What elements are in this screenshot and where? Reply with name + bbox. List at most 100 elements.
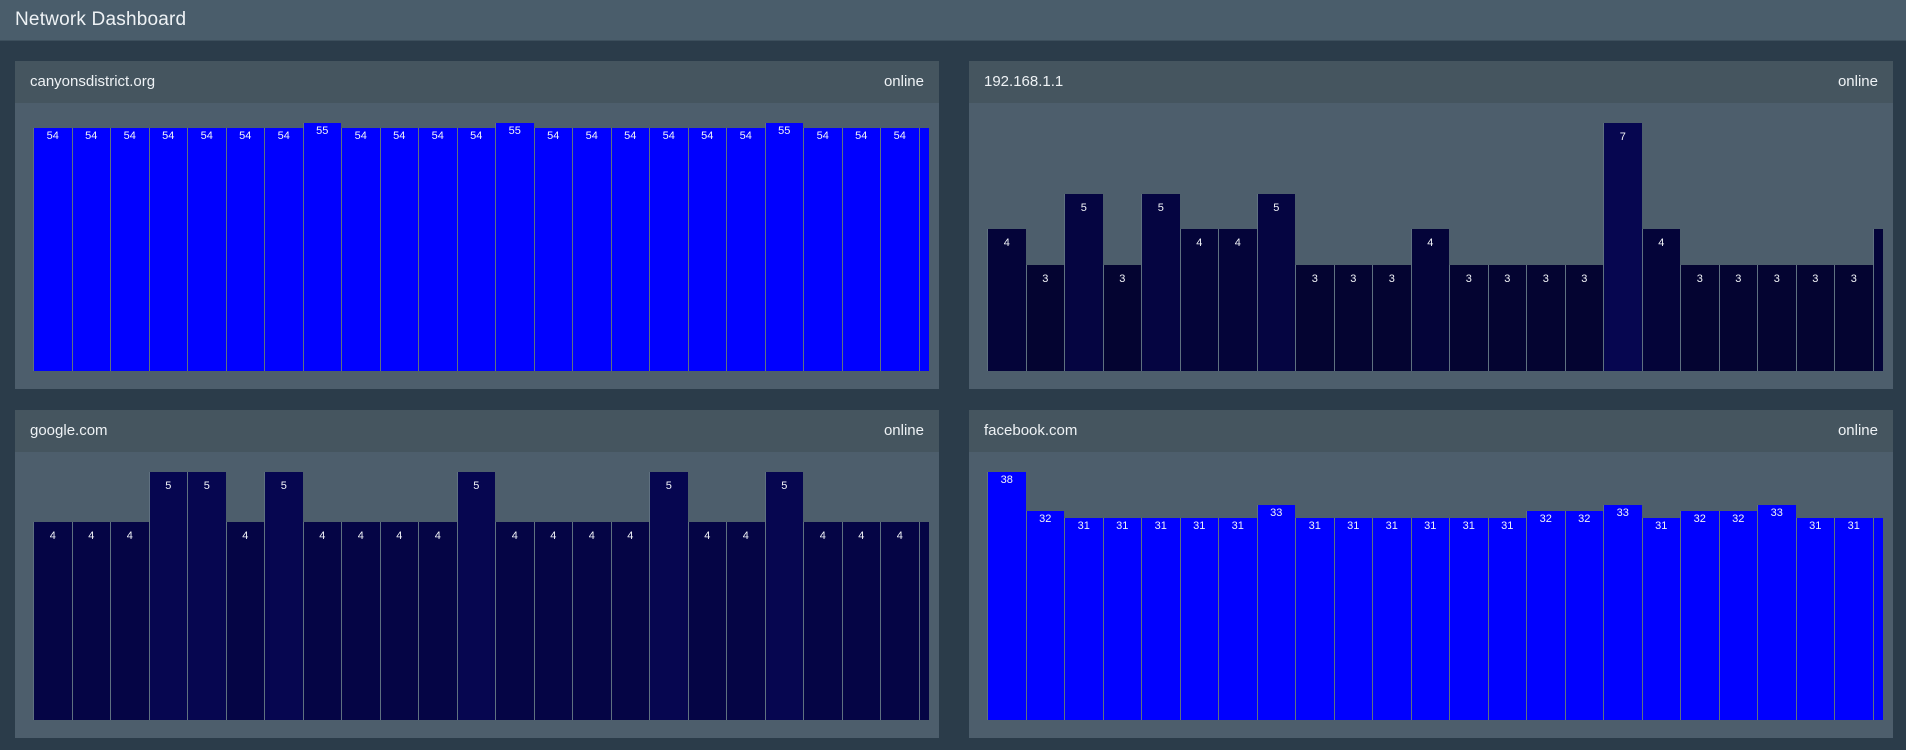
ping-bar-label: 4 — [242, 530, 249, 542]
ping-bar-label: 31 — [1154, 520, 1167, 532]
ping-bar-label: 5 — [665, 480, 672, 492]
ping-bar-label: 4 — [126, 530, 133, 542]
host-panel-router: 192.168.1.1 online 4 3 5 3 5 4 4 5 3 3 3 4 3 3 3 3 7 4 3 3 3… — [969, 61, 1893, 389]
ping-bar: 31 — [1102, 518, 1141, 720]
ping-bar-label: 54 — [46, 130, 59, 142]
ping-bar: 54 — [418, 128, 457, 371]
ping-bar: 31 — [1064, 518, 1103, 720]
ping-bar: 3 — [1795, 265, 1834, 371]
ping-bar: 55 — [495, 123, 534, 371]
ping-bar-label: 5 — [1273, 202, 1280, 214]
ping-bar: 31 — [1872, 518, 1883, 720]
ping-bar: 4 — [726, 522, 765, 720]
ping-bar: 32 — [1025, 511, 1064, 720]
ping-bar: 5 — [264, 472, 303, 720]
ping-bar: 54 — [225, 128, 264, 371]
ping-bar: 5 — [187, 472, 226, 720]
ping-bar: 4 — [225, 522, 264, 720]
ping-bar-label: 31 — [1193, 520, 1206, 532]
ping-bar: 3 — [1333, 265, 1372, 371]
ping-bar: 4 — [379, 522, 418, 720]
host-status: online — [1837, 422, 1878, 439]
ping-bar: 54 — [610, 128, 649, 371]
ping-bar-label: 33 — [1770, 507, 1783, 519]
ping-bar: 3 — [1487, 265, 1526, 371]
ping-bar-label: 4 — [357, 530, 364, 542]
ping-bar: 3 — [1680, 265, 1719, 371]
ping-bar: 54 — [803, 128, 842, 371]
ping-bar-label: 4 — [704, 530, 711, 542]
ping-bar: 4 — [33, 522, 72, 720]
ping-bar-label: 54 — [893, 130, 906, 142]
ping-bar: 54 — [264, 128, 303, 371]
ping-chart: 4 4 4 5 5 4 5 4 4 4 4 5 4 4 4 4 5 4 4 5 4 4 4 4 — [33, 466, 929, 720]
ping-bar: 31 — [1449, 518, 1488, 720]
ping-chart: 38 32 31 31 31 31 31 33 31 31 31 31 31 31 32 32 33 31 32 32… — [987, 466, 1883, 720]
ping-bar-label: 5 — [203, 480, 210, 492]
host-name: google.com — [30, 422, 108, 439]
ping-bar-label: 38 — [1000, 474, 1013, 486]
ping-bar-label: 54 — [585, 130, 598, 142]
ping-bar-label: 4 — [550, 530, 557, 542]
ping-bar: 3 — [1372, 265, 1411, 371]
ping-bar-label: 3 — [1465, 273, 1472, 285]
ping-bar-label: 4 — [742, 530, 749, 542]
ping-bar: 54 — [880, 128, 919, 371]
ping-bar: 31 — [1834, 518, 1873, 720]
ping-bar: 3 — [1449, 265, 1488, 371]
ping-bar: 31 — [1295, 518, 1334, 720]
ping-bar-label: 3 — [1388, 273, 1395, 285]
ping-bar-label: 5 — [1157, 202, 1164, 214]
ping-bar-label: 4 — [858, 530, 865, 542]
ping-bar: 54 — [33, 128, 72, 371]
ping-bar: 33 — [1603, 505, 1642, 720]
ping-bar: 32 — [1718, 511, 1757, 720]
ping-bar-label: 33 — [1616, 507, 1629, 519]
ping-bar-label: 31 — [1231, 520, 1244, 532]
ping-bar: 31 — [1179, 518, 1218, 720]
ping-bar-label: 54 — [354, 130, 367, 142]
ping-bar: 3 — [1834, 265, 1873, 371]
ping-bar-label: 31 — [1308, 520, 1321, 532]
ping-bar-label: 5 — [781, 480, 788, 492]
ping-bar-label: 4 — [920, 530, 930, 542]
ping-bar: 55 — [302, 123, 341, 371]
ping-bar-label: 54 — [162, 130, 175, 142]
panel-header: 192.168.1.1 online — [969, 61, 1893, 103]
ping-bar: 4 — [987, 229, 1026, 371]
ping-bar-label: 54 — [624, 130, 637, 142]
ping-chart: 54 54 54 54 54 54 54 55 54 54 54 54 55 54 54 54 54 54 54 55… — [33, 117, 929, 371]
ping-bar: 54 — [841, 128, 880, 371]
ping-bar-label: 31 — [1655, 520, 1668, 532]
host-panel-facebook: facebook.com online 38 32 31 31 31 31 31 33 31 31… — [969, 410, 1893, 738]
ping-bar-label: 54 — [85, 130, 98, 142]
ping-bar-label: 4 — [1427, 237, 1434, 249]
ping-bar: 7 — [1603, 123, 1642, 371]
ping-bar-label: 4 — [819, 530, 826, 542]
ping-bar: 5 — [456, 472, 495, 720]
ping-bar-label: 32 — [1539, 513, 1552, 525]
host-name: canyonsdistrict.org — [30, 73, 156, 90]
ping-bar: 31 — [1410, 518, 1449, 720]
ping-bar-label: 3 — [1542, 273, 1549, 285]
ping-bar: 5 — [148, 472, 187, 720]
ping-bar: 4 — [880, 522, 919, 720]
ping-bar-label: 31 — [1501, 520, 1514, 532]
panel-header: facebook.com online — [969, 410, 1893, 452]
ping-bar: 3 — [1757, 265, 1796, 371]
ping-bar-label: 7 — [1619, 131, 1626, 143]
ping-bar-label: 31 — [1385, 520, 1398, 532]
ping-bar-label: 32 — [1693, 513, 1706, 525]
ping-bar-label: 54 — [855, 130, 868, 142]
ping-bar: 4 — [495, 522, 534, 720]
ping-bar-label: 31 — [1424, 520, 1437, 532]
ping-bar-label: 54 — [431, 130, 444, 142]
ping-bar-label: 54 — [662, 130, 675, 142]
ping-bar: 4 — [1872, 229, 1883, 371]
ping-bar-label: 4 — [319, 530, 326, 542]
ping-bar-label: 4 — [434, 530, 441, 542]
ping-bar-label: 4 — [88, 530, 95, 542]
ping-bar-label: 54 — [739, 130, 752, 142]
ping-bar: 5 — [649, 472, 688, 720]
host-name: facebook.com — [984, 422, 1078, 439]
